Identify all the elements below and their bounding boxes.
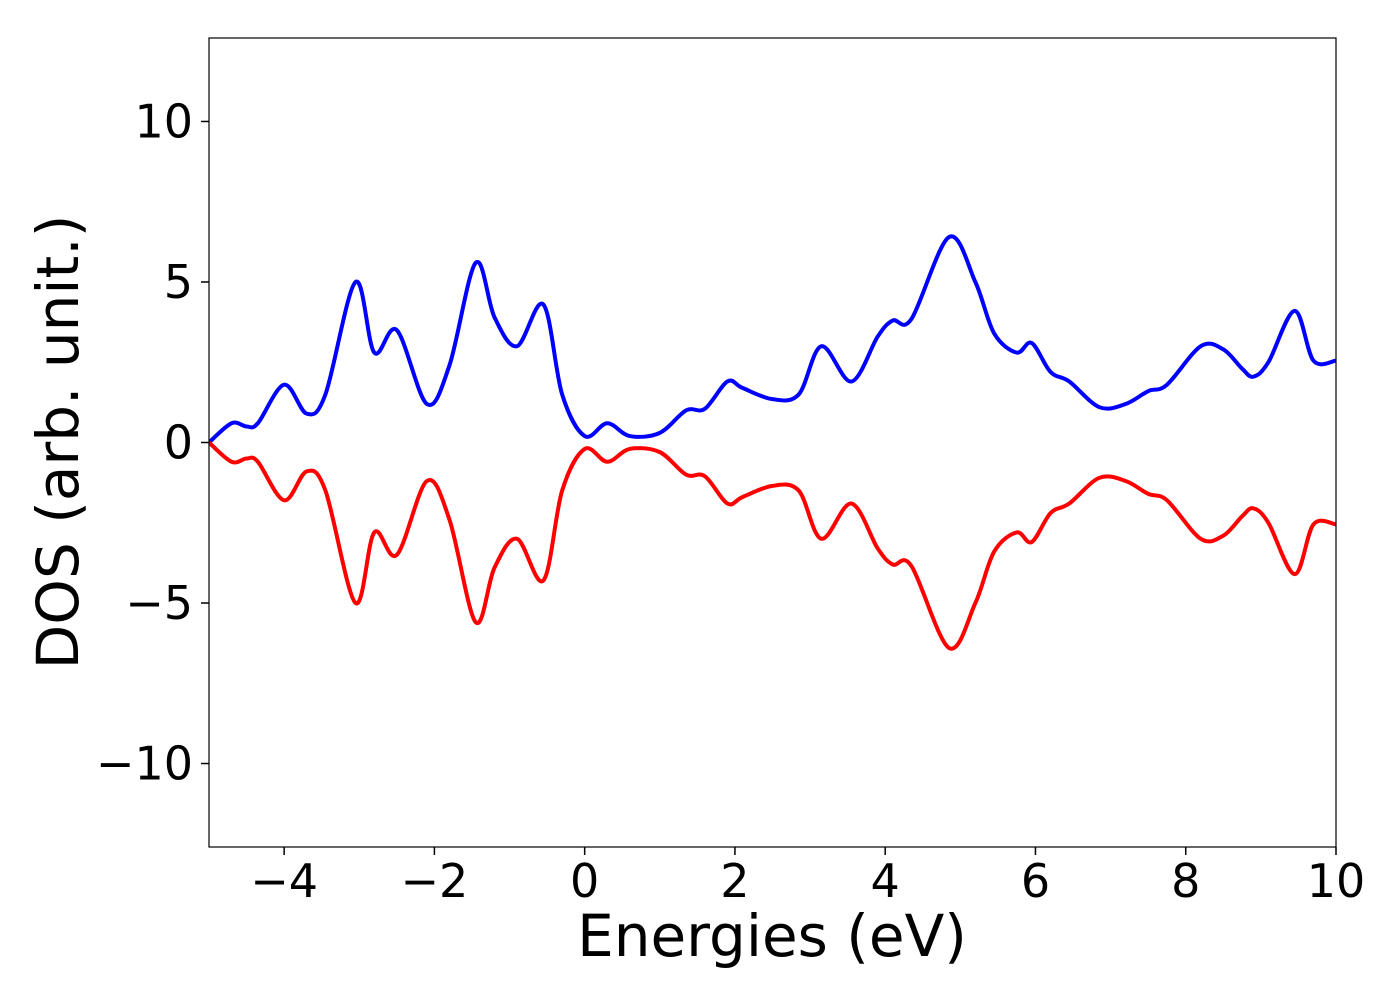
y-tick-label: −10 [96, 737, 193, 791]
x-tick-label: 10 [1307, 854, 1366, 908]
x-tick-label: 4 [871, 854, 900, 908]
series-line-spin-up [209, 234, 1336, 445]
x-tick-label: −4 [250, 854, 318, 908]
y-tick-label: −5 [125, 576, 193, 630]
y-axis-ticks: −10 −5 0 5 10 [96, 94, 209, 791]
x-tick-label: 2 [720, 854, 749, 908]
y-axis-title: DOS (arb. unit.) [24, 215, 92, 670]
x-tick-label: 0 [570, 854, 599, 908]
series-line-spin-down [209, 440, 1336, 651]
x-tick-label: 8 [1171, 854, 1200, 908]
series-layer [209, 234, 1336, 651]
y-tick-label: 0 [164, 416, 193, 470]
x-tick-label: −2 [400, 854, 468, 908]
y-tick-label: 5 [164, 255, 193, 309]
y-tick-label: 10 [134, 94, 193, 148]
x-axis-title: Energies (eV) [577, 902, 967, 970]
x-axis-ticks: −4 −2 0 2 4 6 8 10 [250, 847, 1365, 908]
x-tick-label: 6 [1021, 854, 1050, 908]
plot-frame [208, 37, 1337, 848]
